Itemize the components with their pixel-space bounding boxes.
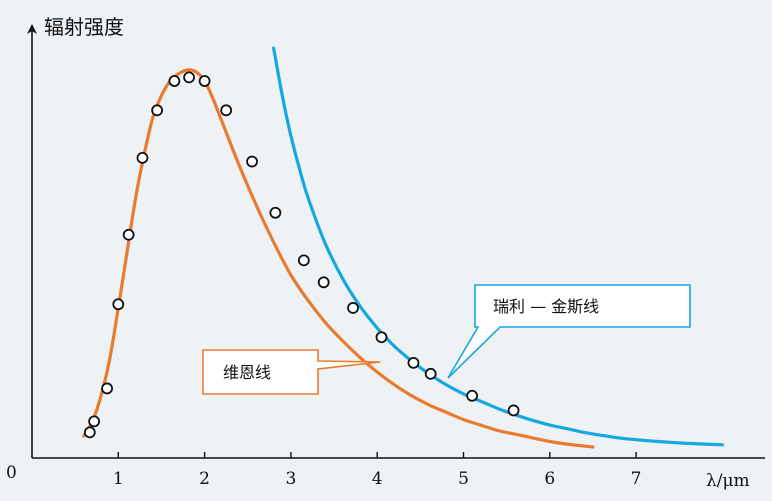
data-point-10 [198,75,211,87]
x-ticks: 1 2 3 4 5 6 7 [113,452,642,489]
data-point-1 [83,426,96,439]
wien-callout: 维恩线 [202,349,381,395]
data-point-5 [122,228,135,241]
data-point-6 [136,151,149,164]
x-tick-label-1: 1 [113,469,124,489]
data-point-8 [168,75,181,87]
rayleigh-callout: 瑞利 — 金斯线 [447,284,691,379]
wien-curve [82,68,595,449]
x-tick-label-2: 2 [199,469,210,489]
data-point-12 [246,155,258,168]
data-point-21 [507,404,520,417]
data-point-2 [88,415,101,428]
y-axis-title: 辐射强度 [44,15,124,39]
x-tick-label-3: 3 [285,469,296,489]
data-point-18 [407,356,420,369]
curves [82,46,724,449]
wien-callout-box [202,349,381,395]
x-tick-label-5: 5 [458,469,469,489]
data-point-20 [466,389,479,402]
rayleigh-jeans-curve [272,46,724,447]
data-point-11 [220,104,233,117]
rayleigh-callout-box [447,284,691,379]
data-point-7 [151,104,164,117]
data-point-16 [347,302,359,314]
rayleigh-callout-label: 瑞利 — 金斯线 [493,297,599,316]
data-point-9 [183,71,195,84]
x-tick-label-6: 6 [544,469,555,489]
wien-callout-label: 维恩线 [223,363,271,382]
data-points [83,71,520,439]
data-point-4 [112,298,125,311]
data-point-19 [424,367,437,380]
data-point-17 [375,331,388,344]
data-point-14 [297,254,310,267]
data-point-3 [101,382,113,395]
data-point-13 [269,206,282,219]
x-tick-label-7: 7 [631,469,642,489]
origin-label: 0 [6,463,17,483]
x-tick-label-4: 4 [372,469,383,489]
data-point-15 [317,276,330,289]
x-axis-title: λ/μm [706,471,750,491]
